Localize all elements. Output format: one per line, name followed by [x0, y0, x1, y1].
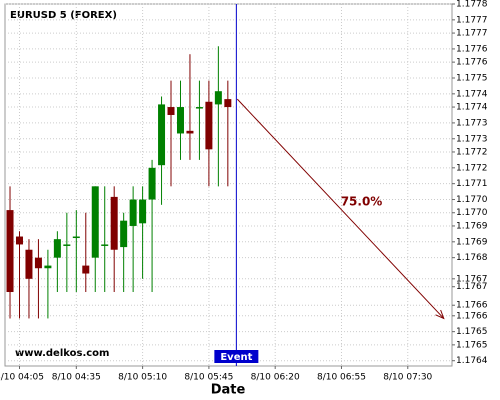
y-tick-label: 1.1765 [456, 340, 488, 350]
y-tick-label: 1.1771 [456, 179, 488, 189]
candle-body [34, 257, 42, 269]
candle-body [82, 265, 90, 274]
chart-title: EURUSD 5 (FOREX) [10, 10, 117, 21]
candle-body [63, 244, 71, 246]
candle-body [72, 236, 80, 239]
y-tick-label: 1.1777 [456, 15, 488, 25]
y-tick-label: 1.1766 [456, 301, 488, 311]
y-tick-label: 1.1770 [456, 208, 488, 218]
y-tick-label: 1.1764 [456, 356, 488, 366]
y-tick-label: 1.1776 [456, 58, 488, 68]
y-tick-label: 1.1774 [456, 103, 488, 113]
candle-body [186, 130, 194, 134]
event-badge [214, 350, 259, 363]
x-tick-label: 8/10 07:30 [383, 373, 432, 383]
candle-body [120, 220, 128, 248]
candle-body [110, 196, 118, 250]
candle-body [158, 104, 166, 166]
candle-body [176, 107, 184, 134]
candle-body [6, 210, 14, 293]
y-tick-label: 1.1774 [456, 89, 488, 99]
candle-body [214, 91, 222, 105]
y-tick-label: 1.1766 [456, 311, 488, 321]
y-tick-label: 1.1769 [456, 221, 488, 231]
arrow-head [435, 309, 445, 320]
candle-body [101, 244, 109, 246]
y-tick-label: 1.1769 [456, 237, 488, 247]
watermark: www.delkos.com [15, 348, 109, 359]
candle-body [139, 199, 147, 224]
y-tick-label: 1.1767 [456, 282, 488, 292]
y-tick-label: 1.1772 [456, 147, 488, 157]
y-tick-label: 1.1775 [456, 73, 488, 83]
candle-body [25, 249, 33, 279]
candle-body [148, 167, 156, 200]
candle-body [205, 101, 213, 150]
y-tick-label: 1.1778 [456, 0, 488, 10]
candle-body [15, 236, 23, 245]
candle-body [44, 265, 52, 269]
x-tick-label: 8/10 05:45 [184, 373, 233, 383]
y-tick-label: 1.1767 [456, 274, 488, 284]
y-tick-label: 1.1765 [456, 327, 488, 337]
x-tick-label: 8/10 06:55 [317, 373, 366, 383]
candle-body [224, 99, 232, 108]
x-tick-label: 8/10 04:35 [52, 373, 101, 383]
x-tick-label: 8/10 06:20 [251, 373, 300, 383]
x-tick-label: 8/10 05:10 [118, 373, 167, 383]
plot-area [4, 3, 453, 367]
event-label: Event [220, 352, 252, 363]
x-tick-label: 8/10 04:05 [0, 373, 44, 383]
candle-body [195, 107, 203, 109]
y-tick-label: 1.1770 [456, 195, 488, 205]
y-tick-label: 1.1773 [456, 134, 488, 144]
forecast-arrow [236, 98, 445, 319]
y-tick-label: 1.1776 [456, 44, 488, 54]
candle-body [91, 186, 99, 258]
y-tick-label: 1.1777 [456, 29, 488, 39]
candle-body [53, 239, 61, 258]
y-tick-label: 1.1773 [456, 118, 488, 128]
forecast-label: 75.0% [341, 194, 383, 208]
candle-body [167, 107, 175, 115]
y-tick-label: 1.1768 [456, 253, 488, 263]
x-axis-label: Date [211, 383, 246, 398]
y-tick-label: 1.1772 [456, 163, 488, 173]
candle-body [129, 199, 137, 226]
